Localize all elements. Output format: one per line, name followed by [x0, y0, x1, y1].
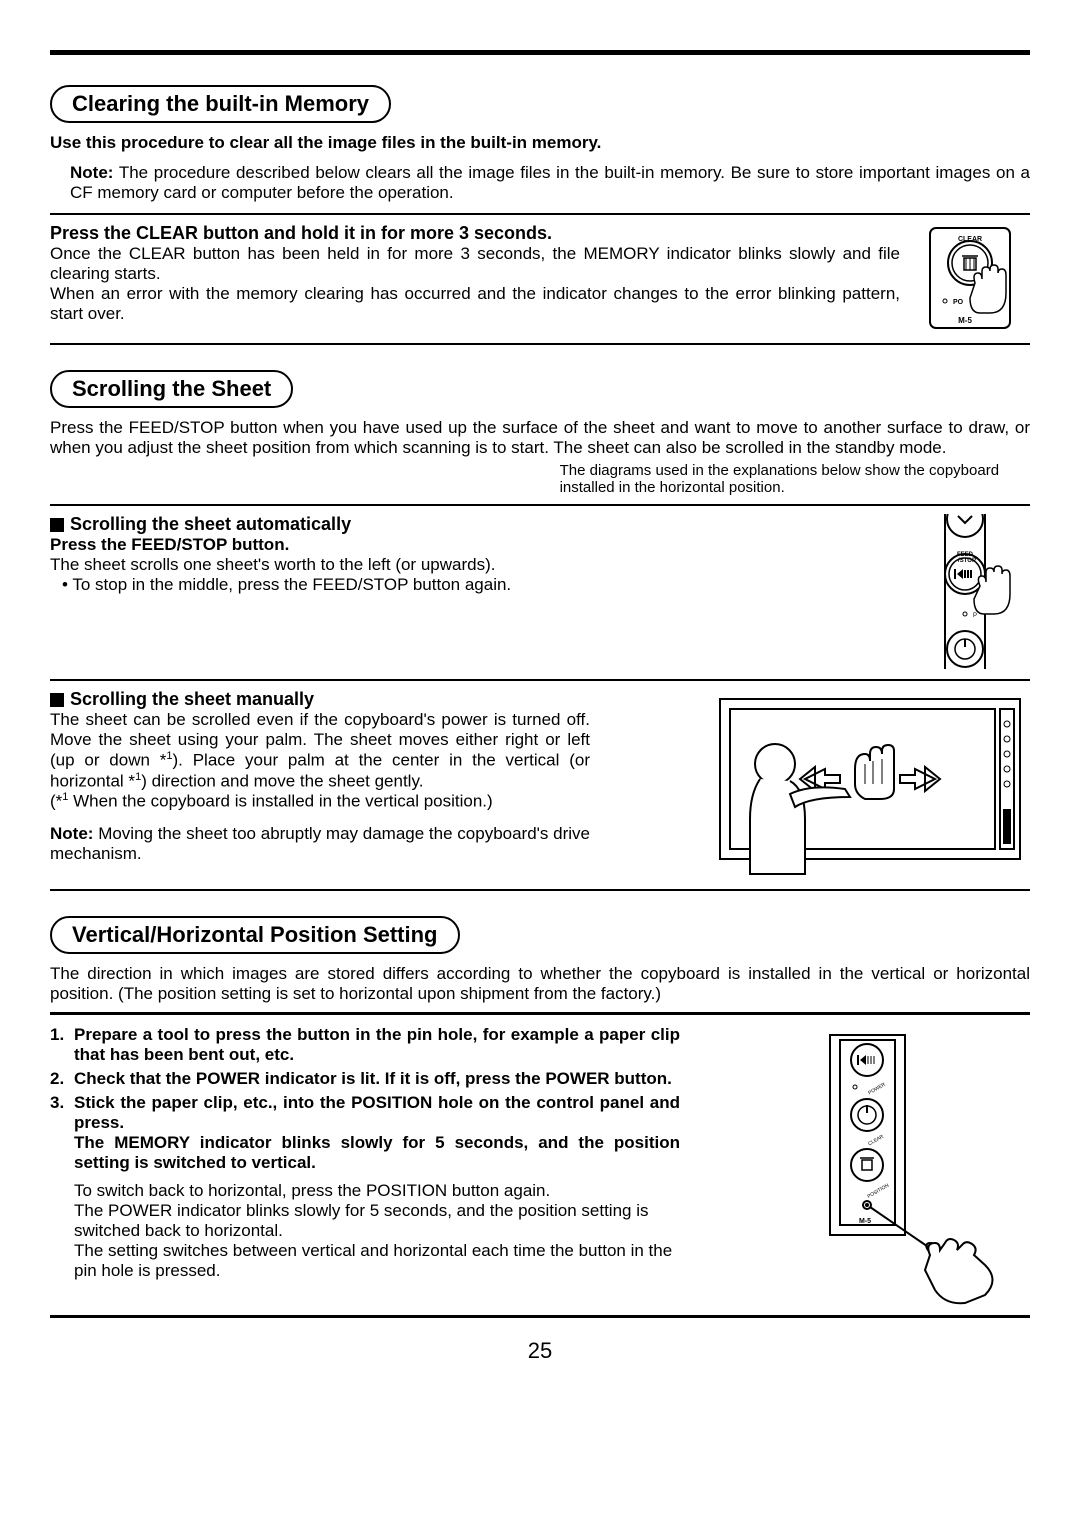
divider [50, 213, 1030, 215]
manual-body: The sheet can be scrolled even if the co… [50, 710, 590, 791]
section-title: Vertical/Horizontal Position Setting [50, 916, 460, 954]
auto-heading: Scrolling the sheet automatically [50, 514, 890, 535]
svg-text:POWER: POWER [867, 1081, 887, 1096]
divider [50, 1012, 1030, 1015]
divider [50, 679, 1030, 681]
section-title: Scrolling the Sheet [50, 370, 293, 408]
top-rule [50, 50, 1030, 55]
step-3: 3.Stick the paper clip, etc., into the P… [74, 1093, 680, 1173]
divider [50, 889, 1030, 891]
step-2: 2.Check that the POWER indicator is lit.… [74, 1069, 680, 1089]
svg-text:CLEAR: CLEAR [867, 1134, 885, 1148]
svg-text:M-5: M-5 [859, 1218, 871, 1225]
manual-footnote: (*1 When the copyboard is installed in t… [50, 791, 590, 812]
intro-text: Press the FEED/STOP button when you have… [50, 418, 1030, 458]
divider [50, 504, 1030, 506]
page-number: 25 [50, 1338, 1030, 1364]
diagram-m5: M-5 [958, 316, 972, 325]
intro-line: Use this procedure to clear all the imag… [50, 133, 1030, 153]
auto-bullet: To stop in the middle, press the FEED/ST… [62, 575, 890, 595]
auto-body: The sheet scrolls one sheet's worth to t… [50, 555, 890, 575]
section-title: Clearing the built-in Memory [50, 85, 391, 123]
section-scrolling-sheet: Scrolling the Sheet Press the FEED/STOP … [50, 370, 1030, 891]
note-text: The procedure described below clears all… [70, 163, 1030, 202]
diagram-po: PO [953, 299, 964, 306]
divider [50, 343, 1030, 345]
diagram-clear-label: CLEAR [958, 236, 982, 243]
caption: The diagrams used in the explanations be… [50, 462, 1030, 496]
manual-note: Note: Moving the sheet too abruptly may … [50, 824, 590, 864]
auto-bold-line: Press the FEED/STOP button. [50, 535, 890, 555]
intro-text: The direction in which images are stored… [50, 964, 1030, 1004]
step-1: 1.Prepare a tool to press the button in … [74, 1025, 680, 1065]
followup: To switch back to horizontal, press the … [50, 1181, 680, 1281]
note-label: Note: [70, 163, 113, 182]
svg-text:P: P [973, 613, 977, 619]
svg-text:POSITION: POSITION [866, 1182, 890, 1199]
manual-heading: Scrolling the sheet manually [50, 689, 590, 710]
square-bullet-icon [50, 518, 64, 532]
step-body2: When an error with the memory clearing h… [50, 284, 900, 324]
manual-scroll-diagram [710, 689, 1030, 879]
feedstop-diagram: FEED /STOP P [910, 514, 1030, 669]
section-position-setting: Vertical/Horizontal Position Setting The… [50, 916, 1030, 1318]
step-heading: Press the CLEAR button and hold it in fo… [50, 223, 900, 244]
clear-button-diagram: CLEAR PO M-5 [920, 223, 1030, 333]
square-bullet-icon [50, 693, 64, 707]
divider [50, 1315, 1030, 1318]
section-clearing-memory: Clearing the built-in Memory Use this pr… [50, 85, 1030, 345]
position-setting-diagram: POWER CLEAR POSITION M-5 [800, 1025, 1030, 1305]
step-body: Once the CLEAR button has been held in f… [50, 244, 900, 284]
svg-text:/STOP: /STOP [958, 558, 976, 564]
note-block: Note: The procedure described below clea… [50, 163, 1030, 203]
